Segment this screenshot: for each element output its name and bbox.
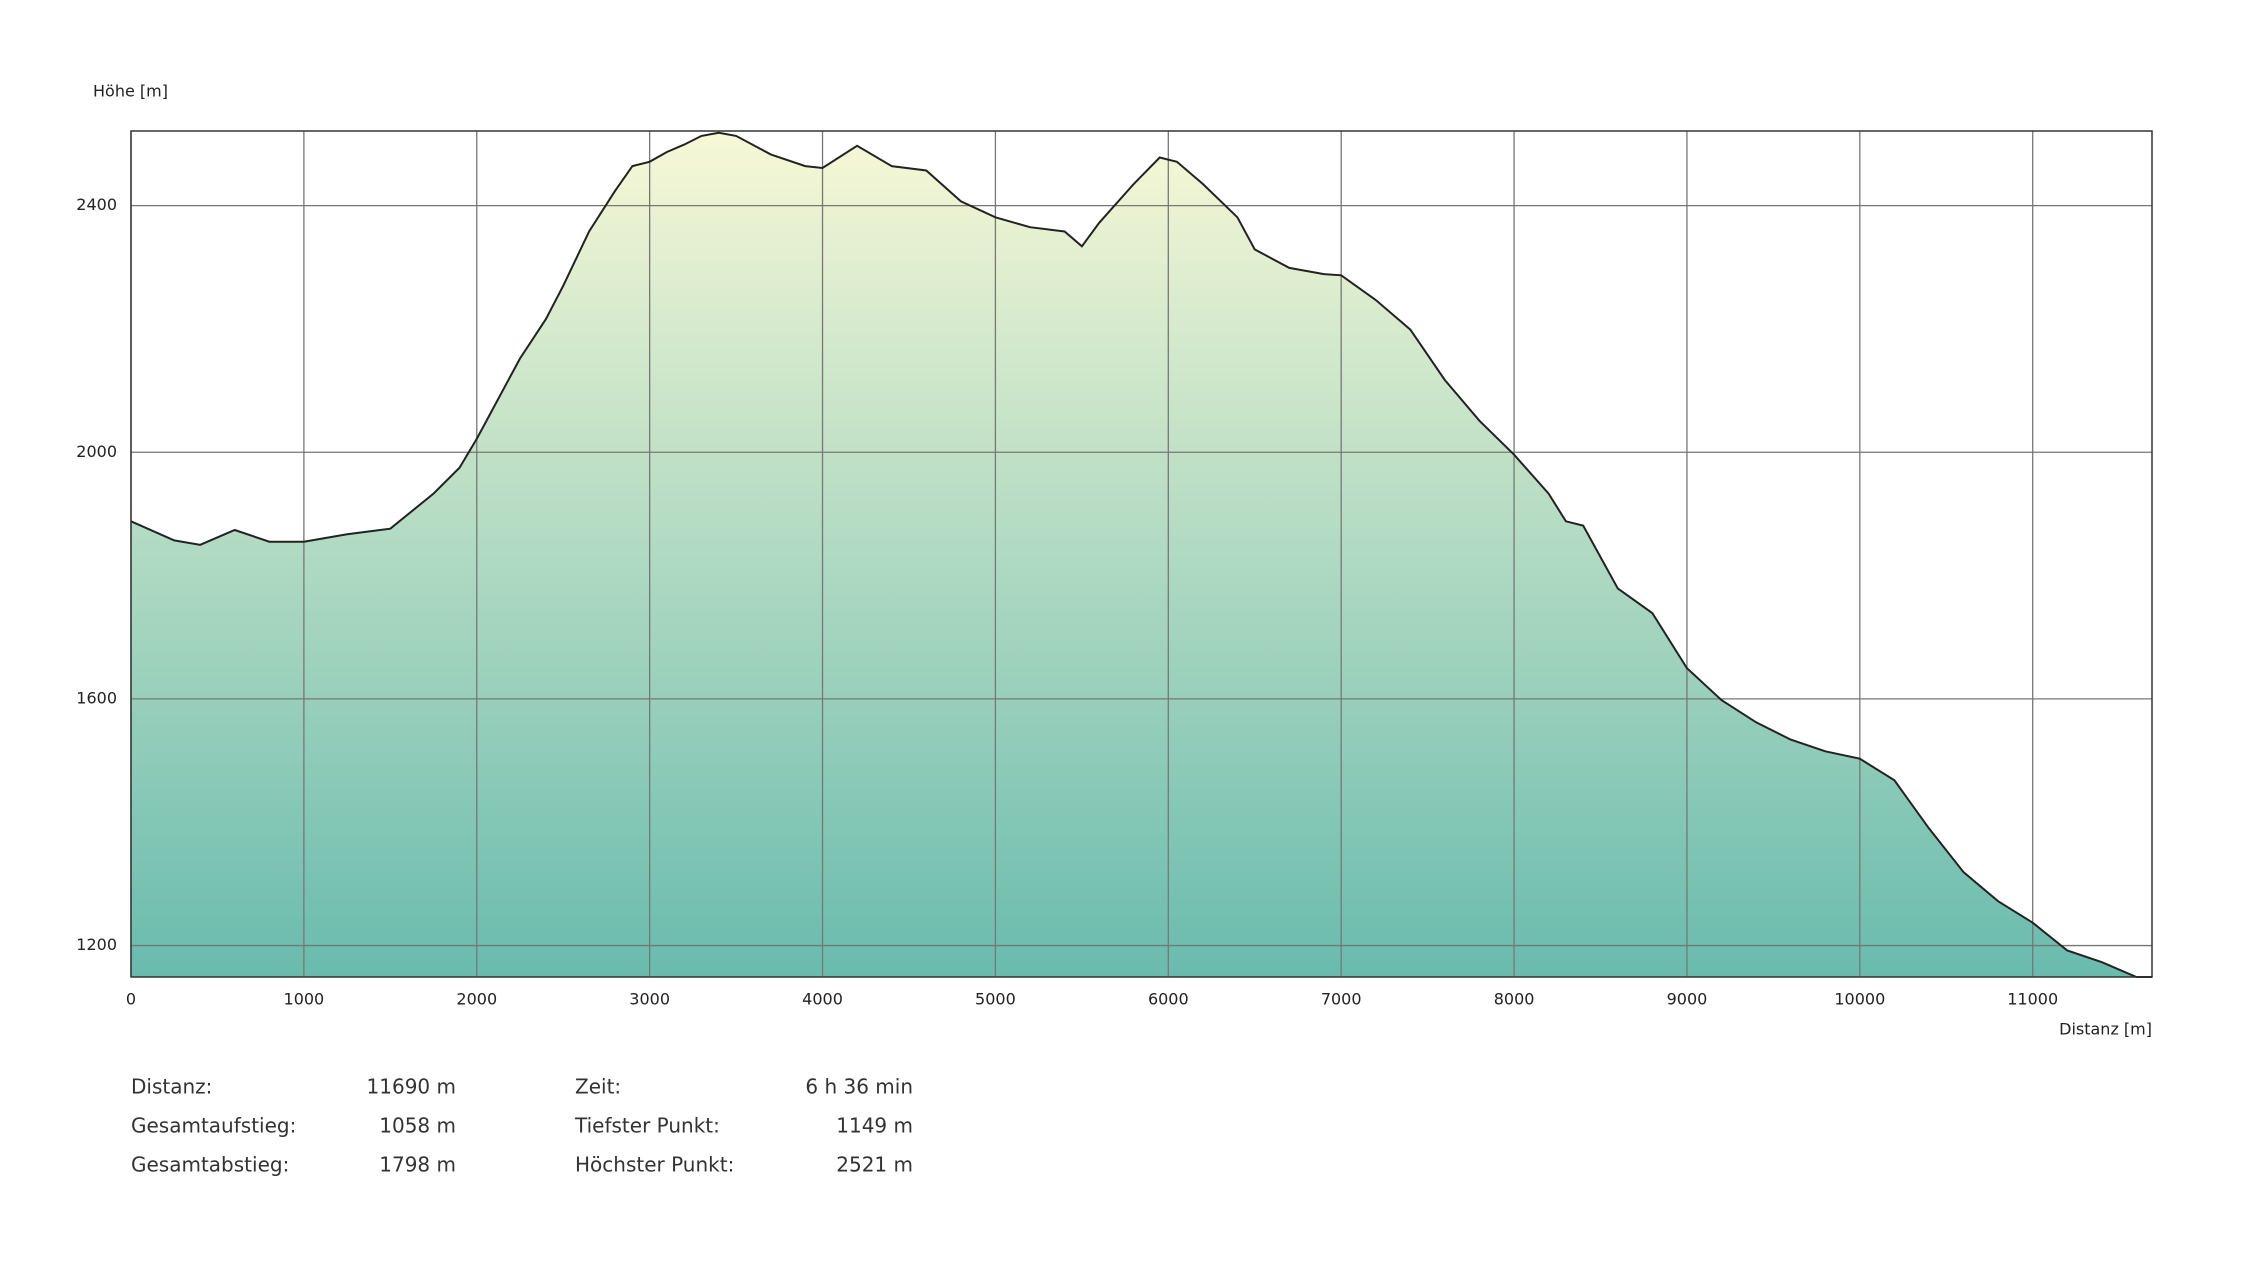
x-tick-label: 7000 bbox=[1321, 990, 1362, 1009]
x-axis-label: Distanz [m] bbox=[2059, 1020, 2152, 1039]
summary-value: 11690 m bbox=[367, 1075, 456, 1099]
x-tick-label: 8000 bbox=[1494, 990, 1535, 1009]
summary-label: Distanz: bbox=[131, 1075, 212, 1099]
plot-frame bbox=[130, 130, 2153, 978]
summary-label: Tiefster Punkt: bbox=[574, 1114, 720, 1138]
y-axis-label: Höhe [m] bbox=[93, 82, 168, 101]
summary-label: Gesamtabstieg: bbox=[131, 1153, 289, 1177]
summary-label: Höchster Punkt: bbox=[575, 1153, 734, 1177]
x-tick-label: 5000 bbox=[975, 990, 1016, 1009]
summary-label: Gesamtaufstieg: bbox=[131, 1114, 296, 1138]
elevation-line bbox=[130, 131, 2152, 978]
y-tick-label: 2400 bbox=[76, 195, 117, 214]
y-tick-label: 2000 bbox=[76, 442, 117, 461]
y-tick-label: 1600 bbox=[76, 688, 117, 707]
summary-label: Zeit: bbox=[575, 1075, 621, 1099]
x-tick-label: 10000 bbox=[1834, 990, 1885, 1009]
summary-value: 2521 m bbox=[836, 1153, 913, 1177]
x-tick-label: 3000 bbox=[629, 990, 670, 1009]
x-tick-label: 4000 bbox=[802, 990, 843, 1009]
x-tick-label: 9000 bbox=[1667, 990, 1708, 1009]
x-tick-label: 11000 bbox=[2007, 990, 2058, 1009]
y-tick-label: 1200 bbox=[76, 935, 117, 954]
x-tick-label: 2000 bbox=[456, 990, 497, 1009]
x-tick-label: 1000 bbox=[284, 990, 325, 1009]
summary-value: 6 h 36 min bbox=[805, 1075, 913, 1099]
x-tick-label: 0 bbox=[126, 990, 136, 1009]
summary-value: 1798 m bbox=[379, 1153, 456, 1177]
summary-value: 1149 m bbox=[836, 1114, 913, 1138]
x-tick-label: 6000 bbox=[1148, 990, 1189, 1009]
area-fill bbox=[131, 132, 2152, 978]
summary-value: 1058 m bbox=[379, 1114, 456, 1138]
